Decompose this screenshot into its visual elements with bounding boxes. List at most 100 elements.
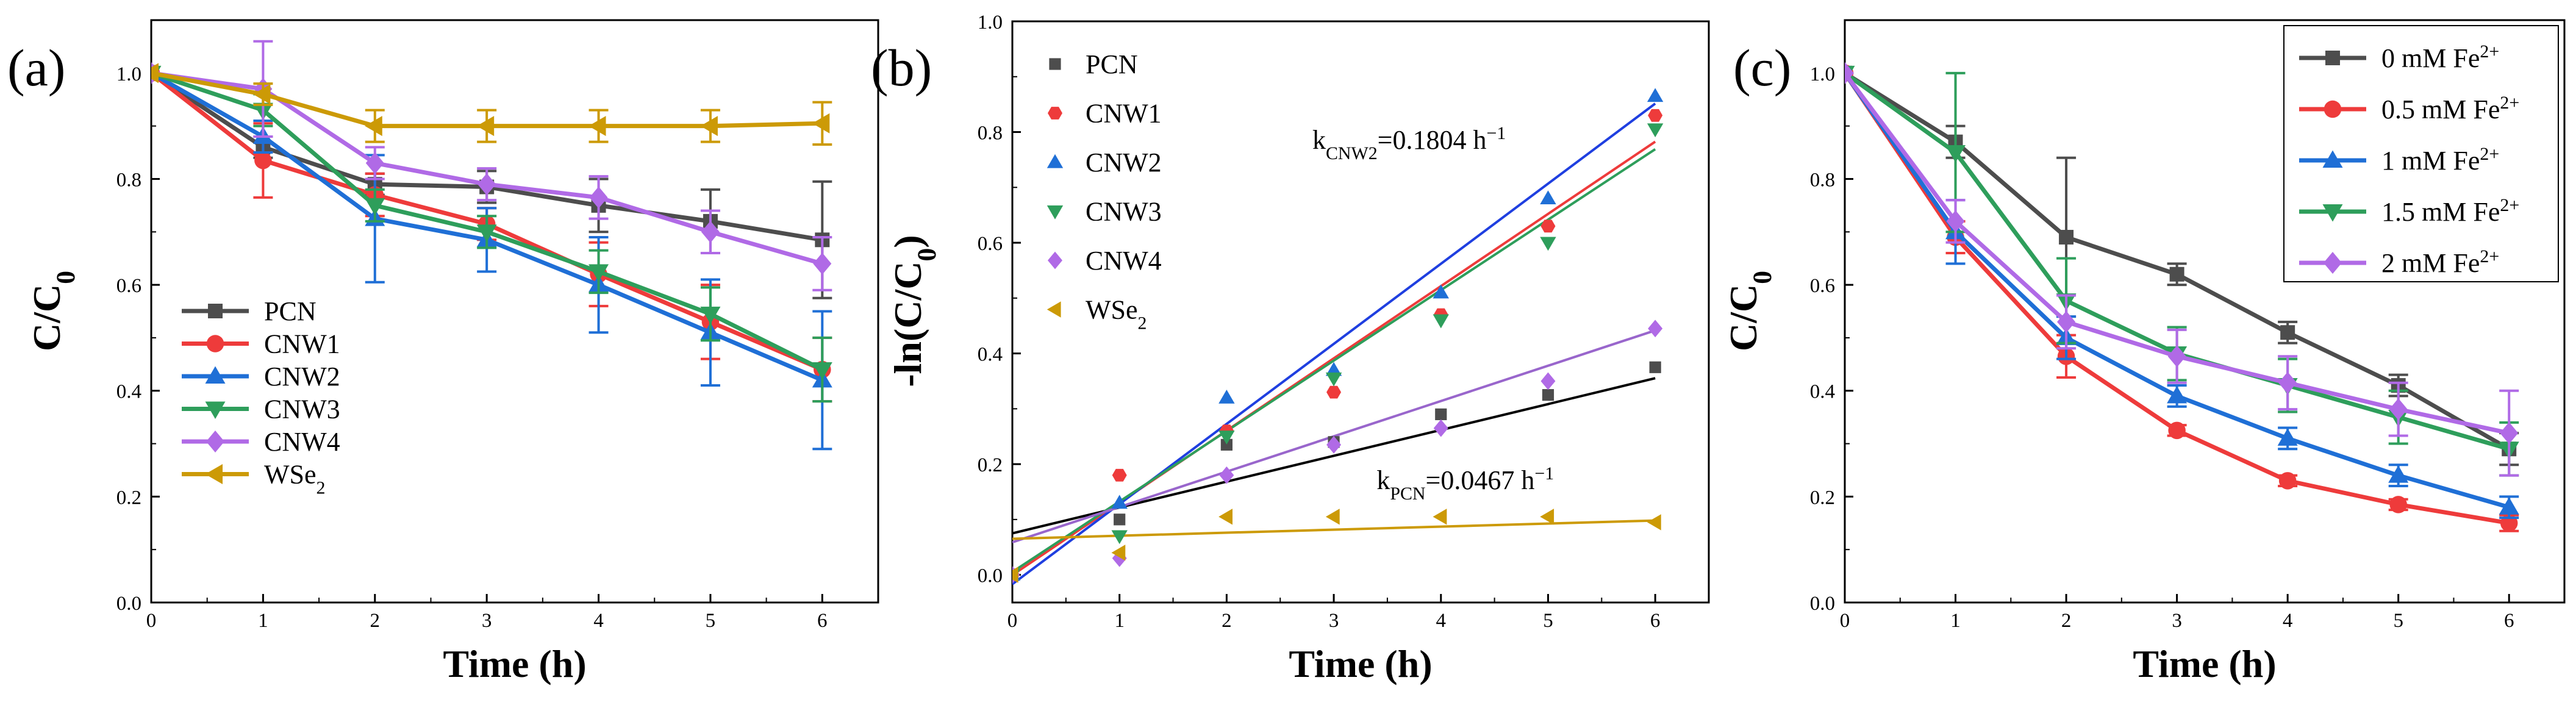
legend-label-part: CNW3 [1086,197,1162,227]
legend-marker [1048,251,1062,270]
legend-label: WSe2 [264,460,325,498]
x-tick-label: 0 [1007,610,1018,632]
data-point [365,198,385,216]
rate-constant-annotation-part: −1 [1487,123,1506,143]
x-tick-label: 4 [2283,610,2293,632]
x-tick-label: 3 [2172,610,2182,632]
data-point [2059,229,2074,245]
legend-label: CNW4 [264,427,340,457]
legend-label: CNW4 [1086,246,1162,276]
legend-label-part: 2+ [2480,144,2499,164]
y-tick-label: 0.4 [978,344,1003,366]
y-tick-label: 0.6 [1810,275,1835,297]
x-tick-label: 2 [370,610,381,632]
data-point [2389,496,2407,513]
legend-marker [205,464,223,484]
legend-label: CNW2 [1086,148,1162,177]
x-tick-label: 1 [258,610,268,632]
x-tick-label: 6 [1650,610,1661,632]
data-point [1648,109,1663,122]
data-point [1220,438,1233,451]
legend-label-part: CNW2 [1086,148,1162,177]
legend: PCN CNW1 CNW2 CNW3 CNW4 WSe2 [1046,49,1162,333]
legend-marker [1046,301,1061,318]
y-axis-title: C/C0 [1722,271,1777,351]
plot-area [1012,88,1664,585]
legend-label: CNW3 [1086,197,1162,227]
data-point [1012,567,1018,583]
x-tick-label: 4 [1436,610,1447,632]
data-point [1648,320,1663,338]
legend-box [2283,25,2559,282]
y-tick-label: 0.2 [978,454,1003,476]
legend-marker [2322,150,2343,168]
legend-label-part: CNW2 [264,362,340,392]
data-point [2277,428,2298,446]
x-tick-label: 5 [2393,610,2403,632]
data-point [813,252,832,275]
data-point [2388,465,2409,483]
data-point [1647,123,1664,138]
y-axis-title: -ln(C/C0) [886,235,942,387]
legend-label-part: 2 [317,477,326,498]
data-point [589,186,608,209]
rate-constant-annotation-part: =0.0467 h [1426,465,1535,495]
legend-label: PCN [264,296,317,326]
data-point [476,224,497,242]
legend-item: 0 mM Fe2+ [2299,41,2499,73]
rate-constant-annotation-part: −1 [1534,463,1554,483]
data-point [1540,237,1556,251]
legend-item: 1.5 mM Fe2+ [2299,195,2519,227]
data-point [700,306,721,324]
legend-marker [206,431,224,452]
data-point [812,362,832,380]
data-point [1218,389,1235,404]
legend-marker [206,335,224,352]
plot-frame [1011,20,1710,604]
legend-item: 0.5 mM Fe2+ [2299,93,2519,124]
legend-label-part: 0.5 mM Fe [2381,95,2500,124]
y-tick-label: 0.6 [116,275,141,297]
x-tick-label: 6 [2504,610,2514,632]
x-tick-label: 1 [1950,610,1961,632]
data-point [1114,513,1126,526]
data-point [589,116,606,137]
legend-item: PCN [182,296,317,326]
data-point [1111,545,1126,561]
legend-item: CNW4 [182,427,340,457]
rate-constant-annotation-part: =0.1804 h [1378,125,1487,155]
y-axis-title-part: 0 [1748,271,1777,284]
legend-label-part: CNW4 [1086,246,1162,276]
legend-item: CNW1 [1048,99,1162,129]
x-axis-title: Time (h) [2133,642,2276,685]
x-tick-label: 2 [2061,610,2072,632]
x-tick-label: 0 [146,610,157,632]
y-axis-title-part: 0 [51,271,80,284]
data-point [2278,371,2297,394]
legend-label-part: 2+ [2500,195,2519,215]
data-point [1435,408,1447,421]
data-point [1540,509,1555,525]
y-tick-label: 0.0 [1810,593,1835,615]
x-tick-label: 2 [1222,610,1232,632]
legend-label: CNW1 [1086,99,1162,129]
data-point [1845,62,1854,84]
legend-marker [1046,205,1064,220]
legend-item: CNW3 [1046,197,1162,227]
x-tick-label: 1 [1114,610,1125,632]
series-wse2 [1012,509,1661,583]
legend-label: 1.5 mM Fe2+ [2381,195,2519,227]
rate-constant-annotation: kPCN=0.0467 h−1 [1376,463,1554,503]
panel-label: (b) [871,38,932,97]
legend-label-part: 2 mM Fe [2381,248,2480,278]
series-cnw3 [1012,123,1664,583]
data-point [478,173,496,196]
legend-label: CNW3 [264,395,340,424]
legend-marker [1049,58,1061,70]
plot-area [151,40,832,451]
y-tick-label: 0.8 [116,169,141,191]
legend-label: 1 mM Fe2+ [2381,144,2499,176]
series-2-mm-fe2- [1845,62,2519,477]
legend-label-part: WSe [1086,295,1138,325]
legend-label-part: PCN [1086,49,1138,79]
